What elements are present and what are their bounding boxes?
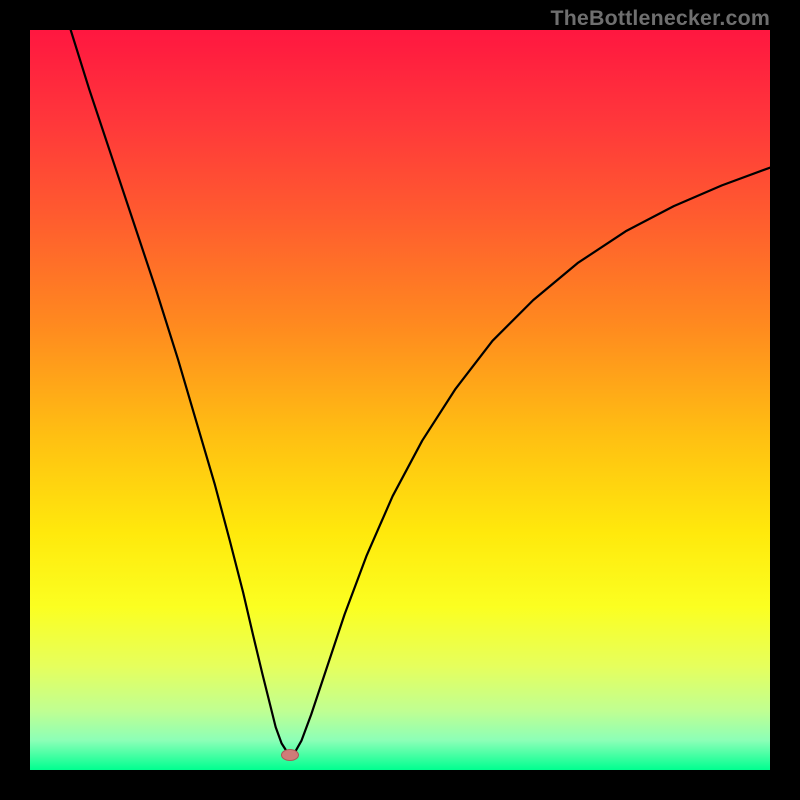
chart-frame: TheBottlenecker.com: [0, 0, 800, 800]
plot-area: [30, 30, 770, 770]
bottleneck-curve: [30, 30, 770, 770]
watermark-label: TheBottlenecker.com: [550, 6, 770, 31]
optimum-marker: [281, 749, 299, 761]
